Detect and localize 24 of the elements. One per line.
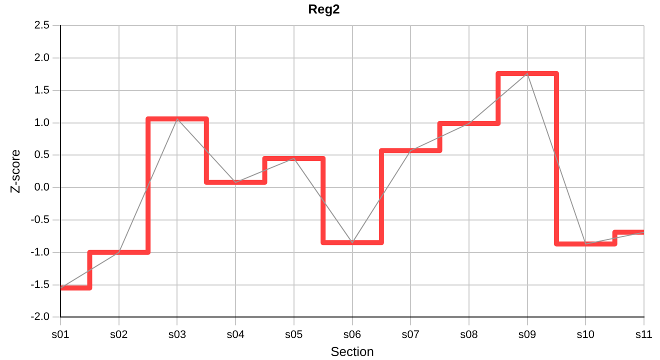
y-tick-label: 0.5 — [34, 149, 50, 162]
x-tick-label: s11 — [636, 328, 652, 341]
y-tick-label: -0.5 — [30, 214, 50, 226]
y-tick-label: 1.0 — [34, 116, 50, 129]
y-tick-label: 2.5 — [34, 20, 50, 32]
x-tick-label: s09 — [518, 328, 536, 341]
y-tick-label: -1.5 — [30, 278, 50, 291]
x-tick-label: s06 — [343, 328, 362, 341]
chart-title: Reg2 — [308, 1, 340, 16]
x-axis-title: Section — [330, 344, 374, 359]
y-tick-label: 1.5 — [34, 84, 50, 96]
x-tick-label: s07 — [402, 328, 420, 341]
y-tick-label: -2.0 — [30, 311, 50, 324]
x-tick-label: s04 — [226, 328, 244, 341]
y-tick-label: -1.0 — [30, 246, 50, 258]
x-tick-label: s02 — [110, 328, 128, 341]
x-tick-label: s05 — [285, 328, 303, 341]
y-axis-title: Z-score — [7, 149, 22, 194]
x-tick-label: s08 — [460, 328, 478, 341]
x-tick-label: s03 — [168, 328, 186, 341]
x-tick-label: s01 — [52, 328, 70, 341]
y-tick-label: 2.0 — [34, 52, 50, 64]
y-tick-label: 0.0 — [34, 182, 50, 194]
x-tick-label: s10 — [576, 328, 595, 341]
